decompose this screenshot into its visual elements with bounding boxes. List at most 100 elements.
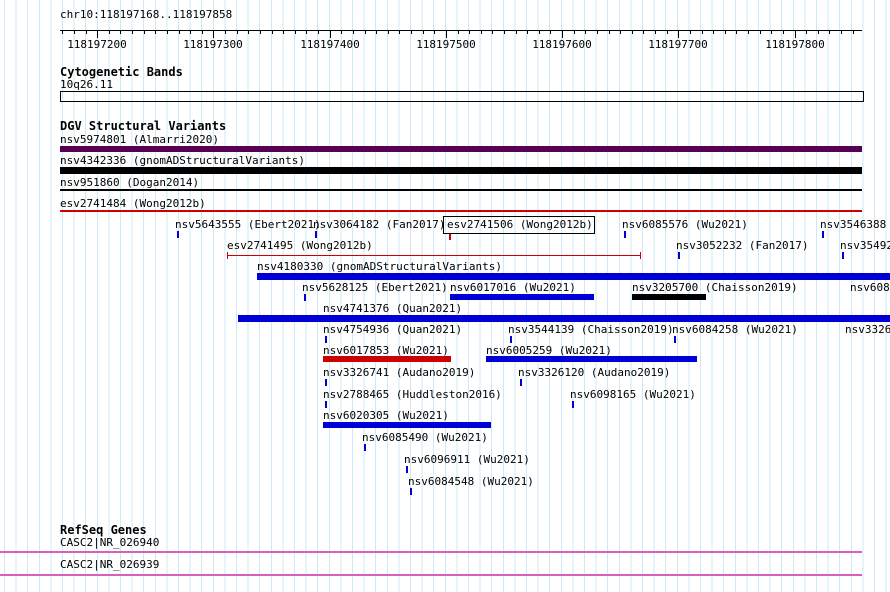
variant-label[interactable]: esv2741484 (Wong2012b)	[60, 197, 206, 210]
variant-glyph-bar[interactable]	[60, 146, 862, 152]
ruler-minor-tick	[155, 30, 156, 34]
ruler-minor-tick	[74, 30, 75, 34]
variant-label[interactable]: nsv4180330 (gnomADStructuralVariants)	[257, 260, 503, 273]
ruler-minor-tick	[306, 30, 307, 34]
ruler-minor-tick	[783, 30, 784, 34]
gene-line[interactable]	[0, 574, 862, 576]
variant-label[interactable]: nsv6085576 (Wu2021)	[622, 218, 748, 231]
variant-label[interactable]: nsv6020305 (Wu2021)	[323, 409, 449, 422]
variant-glyph-tick[interactable]	[325, 336, 327, 343]
ruler-tick-label: 118197700	[648, 38, 708, 51]
variant-glyph-bar[interactable]	[60, 210, 862, 212]
variant-glyph-tick[interactable]	[624, 231, 626, 238]
gene-label[interactable]: CASC2|NR_026939	[60, 558, 160, 571]
ruler-minor-tick	[458, 30, 459, 34]
variant-range-line[interactable]	[227, 255, 641, 256]
section-title-refseq-genes: RefSeq Genes	[60, 523, 147, 537]
ruler-tick-label: 118197800	[765, 38, 825, 51]
gene-label[interactable]: CASC2|NR_026940	[60, 536, 160, 549]
variant-glyph-bar[interactable]	[60, 189, 862, 191]
ruler-minor-tick	[853, 30, 854, 34]
variant-label[interactable]: nsv3546388 (	[820, 218, 887, 231]
ruler-minor-tick	[736, 30, 737, 34]
variant-label[interactable]: nsv6084258 (Wu2021)	[672, 323, 798, 336]
position-label: chr10:118197168..118197858	[60, 8, 233, 21]
variant-label[interactable]: nsv3064182 (Fan2017)	[313, 218, 446, 231]
variant-label[interactable]: nsv6017016 (Wu2021)	[450, 281, 576, 294]
variant-glyph-tick[interactable]	[842, 252, 844, 259]
variant-label[interactable]: nsv6083	[850, 281, 890, 294]
variant-glyph-tick[interactable]	[364, 444, 366, 451]
variant-label[interactable]: esv2741495 (Wong2012b)	[227, 239, 373, 252]
gene-line[interactable]	[0, 551, 862, 553]
variant-glyph-tick[interactable]	[822, 231, 824, 238]
variant-glyph-tick[interactable]	[678, 252, 680, 259]
variant-label[interactable]: nsv6084548 (Wu2021)	[408, 475, 534, 488]
cytoband-name: 10q26.11	[60, 78, 113, 91]
variant-label[interactable]: nsv5643555 (Ebert2021)	[175, 218, 321, 231]
section-title-cytogenetic-bands: Cytogenetic Bands	[60, 65, 183, 79]
ruler-minor-tick	[492, 30, 493, 34]
ruler-minor-tick	[632, 30, 633, 34]
variant-label[interactable]: nsv4741376 (Quan2021)	[323, 302, 463, 315]
ruler-minor-tick	[690, 30, 691, 34]
cytoband-glyph[interactable]	[60, 91, 864, 102]
ruler-minor-tick	[667, 30, 668, 34]
variant-glyph-bar[interactable]	[257, 273, 890, 280]
variant-label[interactable]: nsv951860 (Dogan2014)	[60, 176, 200, 189]
variant-label[interactable]: nsv3326120 (Audano2019)	[518, 366, 671, 379]
ruler-minor-tick	[190, 30, 191, 34]
variant-glyph-tick[interactable]	[177, 231, 179, 238]
variant-glyph-bar[interactable]	[632, 294, 706, 300]
variant-glyph-tick[interactable]	[449, 233, 451, 240]
variant-glyph-tick[interactable]	[325, 379, 327, 386]
variant-label[interactable]: nsv5974801 (Almarri2020)	[60, 133, 219, 146]
variant-glyph-bar[interactable]	[486, 356, 697, 362]
variant-label[interactable]: nsv2788465 (Huddleston2016)	[323, 388, 502, 401]
variant-glyph-tick[interactable]	[406, 466, 408, 473]
ruler-tick-label: 118197200	[67, 38, 127, 51]
variant-label[interactable]: nsv6098165 (Wu2021)	[570, 388, 696, 401]
ruler-minor-tick	[539, 30, 540, 34]
ruler-minor-tick	[376, 30, 377, 34]
variant-range-endcap-right	[640, 252, 641, 259]
variant-glyph-bar[interactable]	[60, 167, 862, 174]
variant-glyph-bar[interactable]	[323, 422, 491, 428]
ruler-tick-label: 118197400	[300, 38, 360, 51]
variant-glyph-tick[interactable]	[510, 336, 512, 343]
variant-label[interactable]: esv2741506 (Wong2012b)	[447, 218, 593, 231]
ruler-tick-label: 118197300	[183, 38, 243, 51]
variant-label[interactable]: nsv3052232 (Fan2017)	[676, 239, 809, 252]
variant-label[interactable]: nsv4754936 (Quan2021)	[323, 323, 463, 336]
ruler-minor-tick	[748, 30, 749, 34]
variant-label[interactable]: nsv3326	[845, 323, 890, 336]
ruler-major-tick	[97, 30, 98, 38]
variant-label[interactable]: nsv6096911 (Wu2021)	[404, 453, 530, 466]
ruler-minor-tick	[550, 30, 551, 34]
variant-glyph-tick[interactable]	[315, 231, 317, 238]
ruler-minor-tick	[760, 30, 761, 34]
variant-glyph-tick[interactable]	[304, 294, 306, 301]
variant-label[interactable]: nsv4342336 (gnomADStructuralVariants)	[60, 154, 306, 167]
variant-label[interactable]: nsv3544139 (Chaisson2019)	[508, 323, 674, 336]
variant-label[interactable]: nsv3205700 (Chaisson2019)	[632, 281, 798, 294]
ruler-major-tick	[446, 30, 447, 38]
variant-glyph-tick[interactable]	[572, 401, 574, 408]
variant-label[interactable]: nsv6085490 (Wu2021)	[362, 431, 488, 444]
ruler-minor-tick	[144, 30, 145, 34]
variant-label[interactable]: nsv354925	[840, 239, 890, 252]
variant-glyph-bar[interactable]	[238, 315, 890, 322]
variant-glyph-tick[interactable]	[674, 336, 676, 343]
variant-label[interactable]: nsv6017853 (Wu2021)	[323, 344, 449, 357]
variant-label[interactable]: nsv5628125 (Ebert2021)	[302, 281, 448, 294]
ruler-minor-tick	[202, 30, 203, 34]
variant-glyph-tick[interactable]	[410, 488, 412, 495]
variant-label[interactable]: nsv6005259 (Wu2021)	[486, 344, 612, 357]
variant-glyph-bar[interactable]	[323, 356, 451, 362]
variant-label[interactable]: nsv3326741 (Audano2019)	[323, 366, 476, 379]
variant-glyph-bar[interactable]	[450, 294, 594, 300]
variant-range-endcap-left	[227, 252, 228, 259]
variant-glyph-tick[interactable]	[325, 401, 327, 408]
variant-glyph-tick[interactable]	[520, 379, 522, 386]
ruler-minor-tick	[167, 30, 168, 34]
